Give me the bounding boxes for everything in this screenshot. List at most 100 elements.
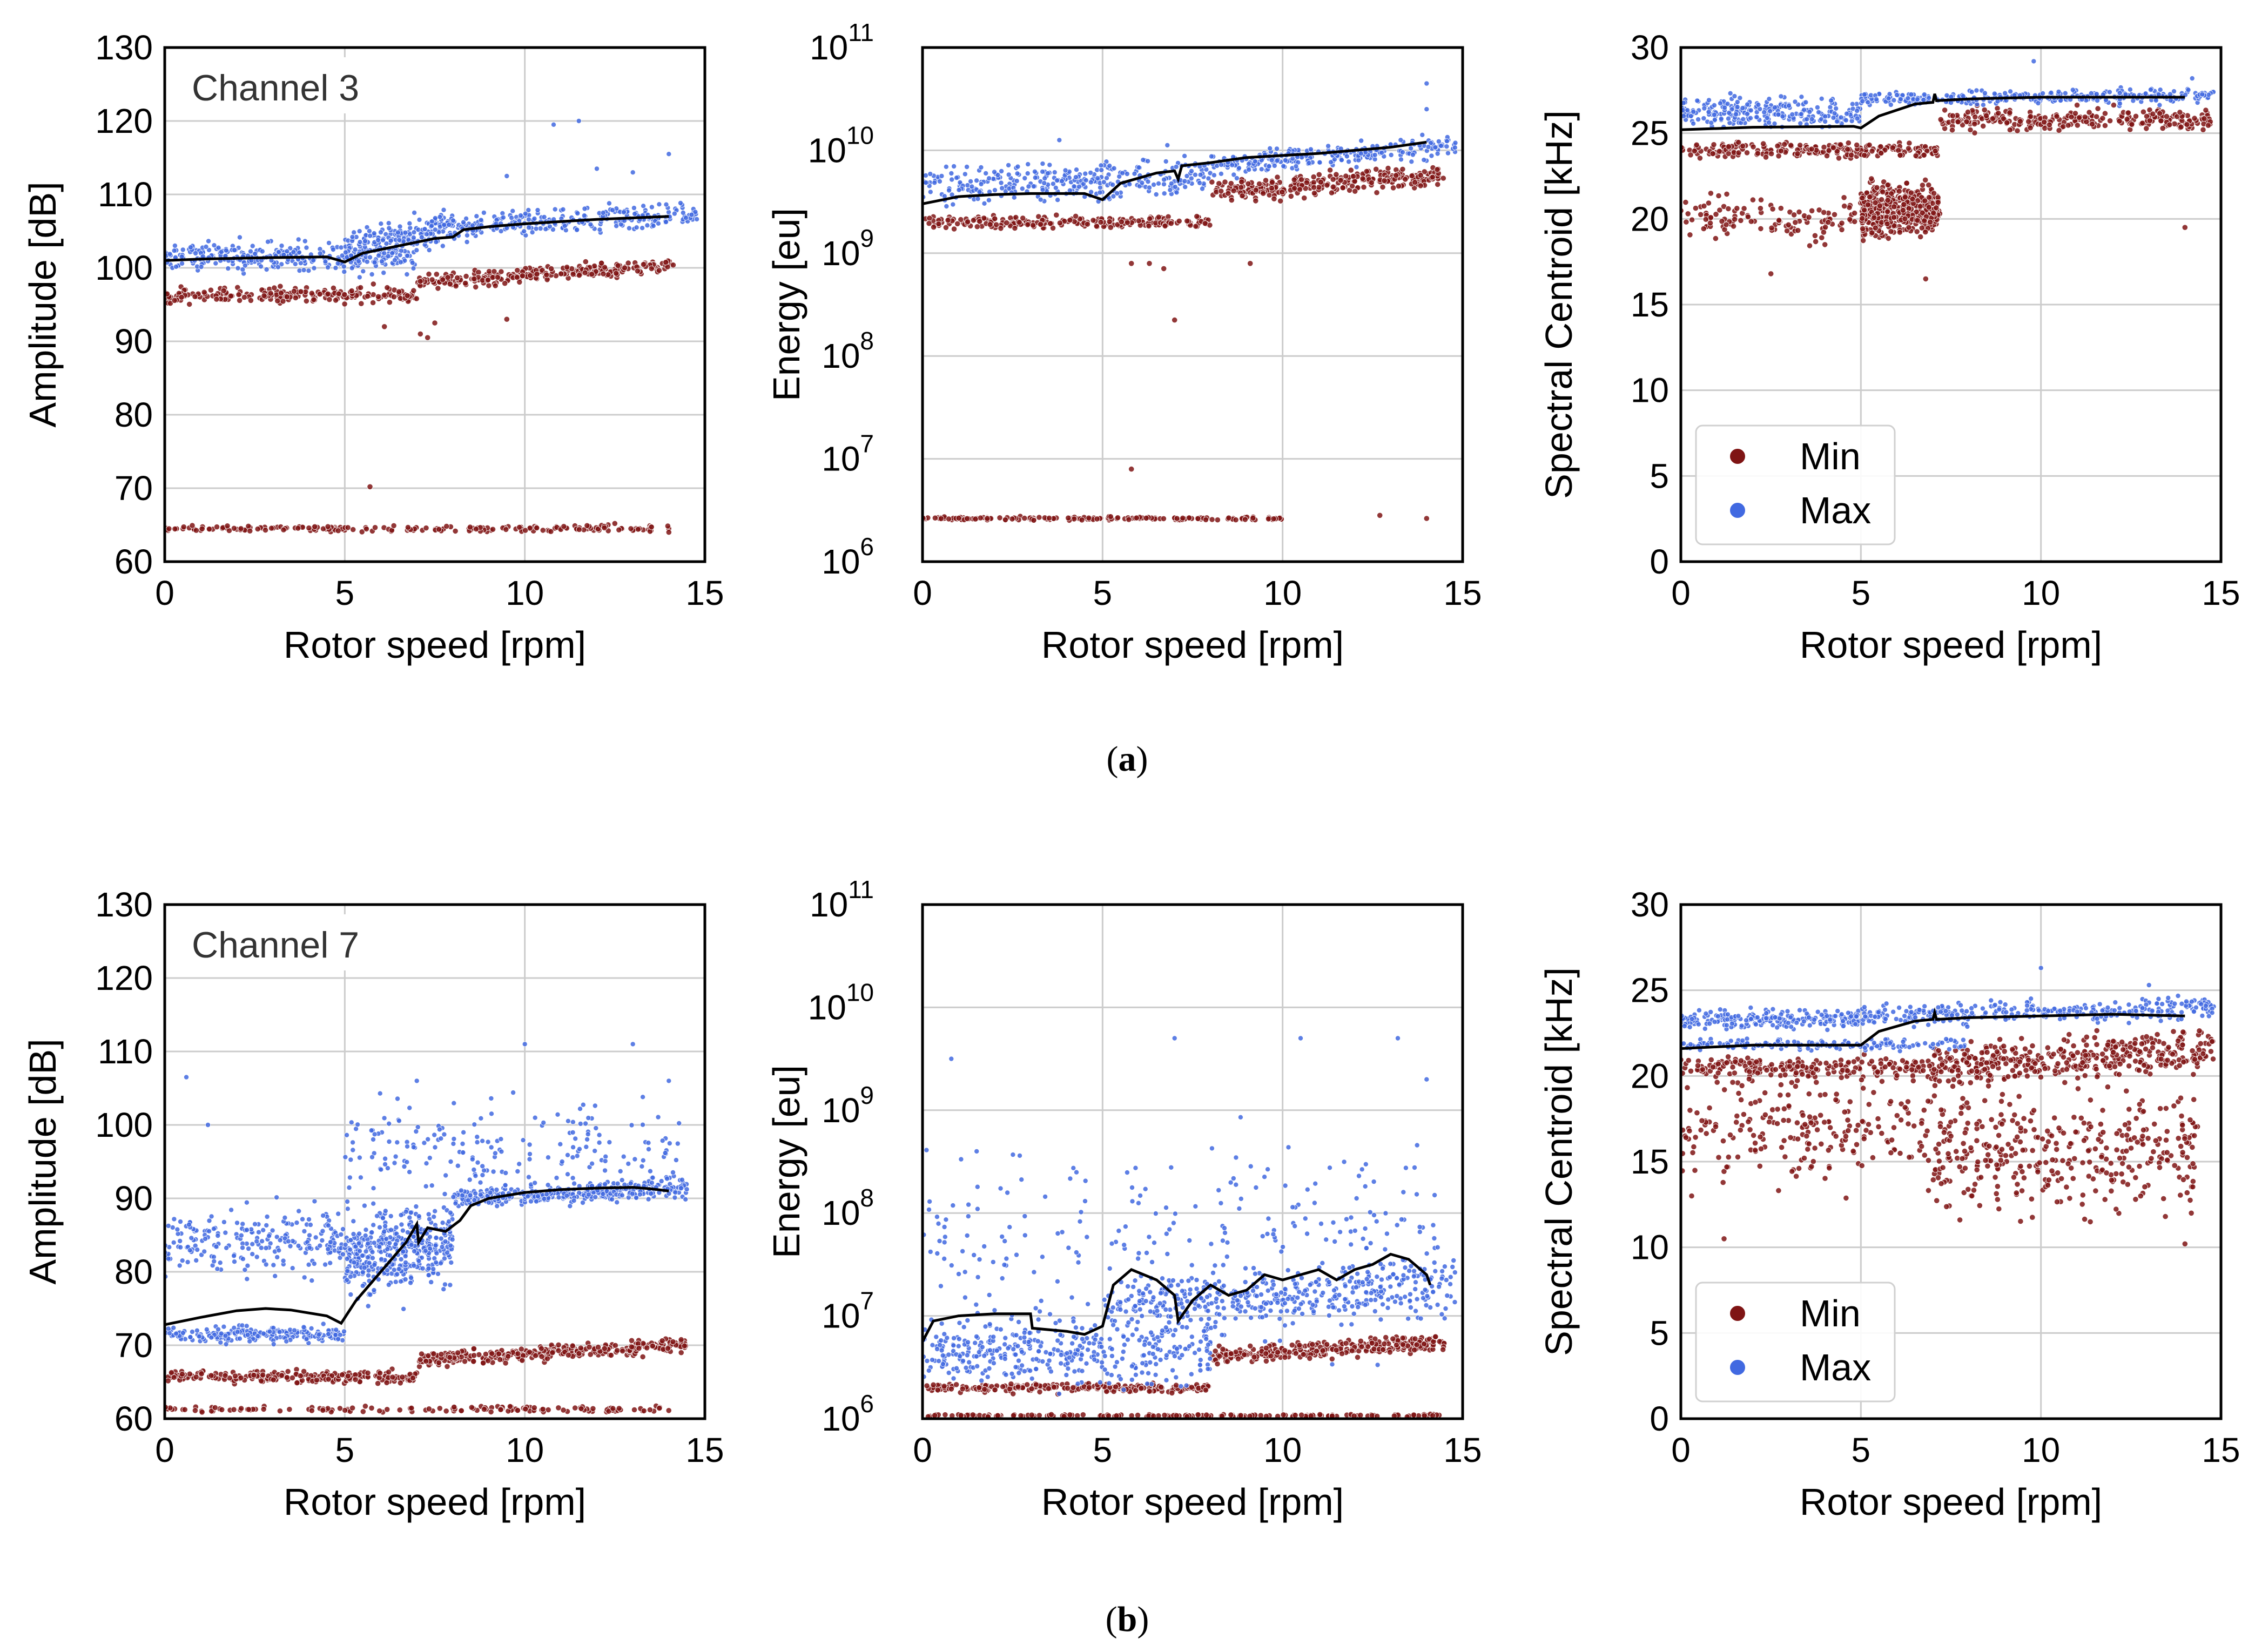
point-min [335,291,342,297]
point-max [1754,114,1760,120]
point-max [1822,118,1828,124]
point-max [2048,90,2054,96]
point-min [2102,110,2108,117]
point-min [1193,223,1199,230]
point-min [1861,207,1868,213]
point-max [259,248,265,254]
point-min [955,515,962,522]
point-max [356,258,362,264]
point-min [1949,127,1956,133]
point-min [1792,219,1799,226]
point-max [1252,158,1258,164]
point-min [1971,130,1978,136]
point-min [1412,179,1418,186]
point-min [1146,222,1152,229]
point-max [1188,168,1194,174]
point-min [432,320,438,326]
point-min [1038,221,1044,227]
point-min [1114,515,1121,521]
point-min [270,1377,277,1383]
point-max [1032,174,1038,180]
point-min [473,284,479,291]
point-min [1994,105,2001,112]
point-max [956,187,962,193]
point-min [1359,176,1366,182]
point-max [349,265,355,271]
point-min [1373,166,1379,172]
point-max [986,197,992,203]
point-min [1884,220,1890,227]
point-min [2068,114,2075,120]
point-max [1110,193,1116,199]
point-max [510,208,516,214]
point-max [1038,197,1044,203]
point-max [663,219,669,225]
point-min [165,1378,171,1384]
point-max [671,211,677,217]
point-min [935,220,942,227]
point-min [2177,109,2183,116]
point-min [1927,219,1934,225]
point-min [1723,221,1729,228]
y-tick-label: 1010 [808,121,874,170]
point-max [986,176,992,181]
point-max [1026,184,1032,190]
scatter-points [165,118,700,536]
point-max [464,239,470,245]
point-max [1274,146,1280,152]
point-max [932,180,938,186]
point-min [363,525,370,532]
point-min [426,271,432,278]
point-max [291,249,297,255]
point-min [1884,197,1891,204]
point-max [1308,146,1314,152]
point-min [453,283,459,289]
point-min [1195,515,1201,522]
point-max [610,207,616,213]
point-max [402,230,408,235]
point-min [1409,172,1415,179]
point-min [227,293,234,299]
point-min [1073,213,1079,219]
point-min [2201,116,2207,122]
point-min [435,285,441,292]
point-max [1218,171,1224,177]
point-min [1909,195,1916,203]
point-max [1184,173,1190,179]
point-max [404,271,410,277]
point-min [2007,110,2013,116]
point-min [2156,110,2163,117]
point-min [1795,227,1801,234]
point-max [385,253,391,259]
point-min [1719,218,1725,225]
point-max [371,231,377,237]
point-min [1076,215,1083,222]
point-max [968,178,974,184]
point-min [1922,275,1929,282]
point-min [1250,515,1256,521]
point-max [1905,95,1911,101]
point-max [521,228,527,234]
point-max [663,201,669,207]
point-min [254,525,261,532]
x-tick-label: 5 [1852,574,1871,612]
point-min [1084,221,1091,227]
point-max [1424,80,1430,86]
point-min [1794,151,1801,157]
point-max [1807,109,1813,115]
point-max [2040,90,2046,96]
point-min [558,271,564,277]
x-tick-label: 15 [2202,574,2240,612]
point-max [597,227,603,233]
point-max [1056,137,1062,143]
point-min [404,292,410,299]
point-max [1432,144,1438,150]
point-min [1866,141,1873,149]
point-max [1849,101,1855,107]
point-min [1242,516,1248,523]
point-min [1740,143,1746,149]
legend-marker-min [1729,448,1746,465]
point-min [1012,225,1018,232]
point-min [1859,195,1866,201]
